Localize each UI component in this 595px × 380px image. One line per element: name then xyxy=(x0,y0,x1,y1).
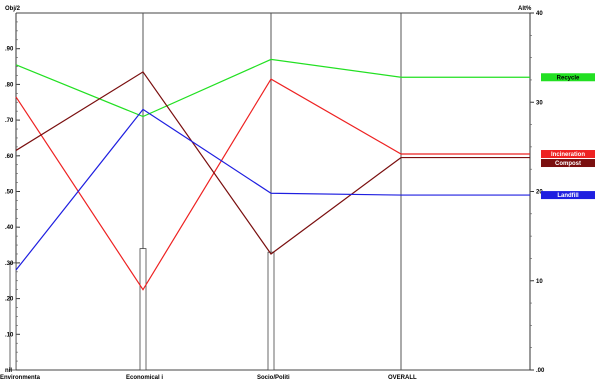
chart-text: nil .10 .20 .30 .40 .50 .60 .70 .80 .90 .00 10 20 30 4… xyxy=(0,6,545,380)
right-tick-label: .00 xyxy=(536,368,545,374)
left-axis-label: Obj/2 xyxy=(5,6,21,12)
left-tick-label: .90 xyxy=(5,47,14,53)
left-tick-label: .50 xyxy=(5,190,14,196)
legend-swatch xyxy=(541,150,595,159)
series-line-landfill xyxy=(15,108,530,271)
left-tick-label: .40 xyxy=(5,225,14,231)
weight-bar-2 xyxy=(267,251,275,371)
weight-bar-0 xyxy=(9,262,17,371)
right-axis-label: Alt% xyxy=(518,6,532,12)
legend-label: Incineration xyxy=(551,152,585,158)
right-tick-label: 40 xyxy=(536,11,543,17)
legend-swatch xyxy=(541,159,595,168)
left-tick-label: .20 xyxy=(5,297,14,303)
criterion-label: Environmenta xyxy=(0,375,41,380)
legend-swatch xyxy=(541,191,595,200)
legend-item-recycle: Recycle xyxy=(541,73,595,82)
right-tick-label: 20 xyxy=(536,190,543,196)
legend-item-compost: Compost xyxy=(541,159,595,168)
criterion-label: Socio/Politi xyxy=(257,375,290,380)
weight-bar-1 xyxy=(139,248,147,371)
legend: Recycle Incineration Compost Landfill xyxy=(541,73,595,200)
series-lines xyxy=(15,58,530,291)
left-tick-label: .70 xyxy=(5,118,14,124)
legend-item-landfill: Landfill xyxy=(541,191,595,200)
weight-bars xyxy=(9,248,275,371)
series-line-incineration xyxy=(15,78,530,291)
series-line-compost xyxy=(15,71,530,255)
axis-ticks xyxy=(16,12,534,371)
left-tick-label: nil xyxy=(5,368,12,374)
left-tick-label: .60 xyxy=(5,154,14,160)
legend-label: Compost xyxy=(555,161,581,167)
criterion-label: Economical i xyxy=(126,375,163,380)
legend-swatch xyxy=(541,73,595,82)
criterion-label: OVERALL xyxy=(388,375,417,380)
left-tick-label: .30 xyxy=(5,261,14,267)
left-tick-label: .80 xyxy=(5,82,14,88)
right-tick-label: 10 xyxy=(536,279,543,285)
left-tick-label: .10 xyxy=(5,332,14,338)
legend-label: Landfill xyxy=(557,193,579,199)
right-tick-label: 30 xyxy=(536,100,543,106)
legend-label: Recycle xyxy=(557,75,580,81)
series-line-recycle xyxy=(15,58,530,118)
legend-item-incineration: Incineration xyxy=(541,150,595,159)
